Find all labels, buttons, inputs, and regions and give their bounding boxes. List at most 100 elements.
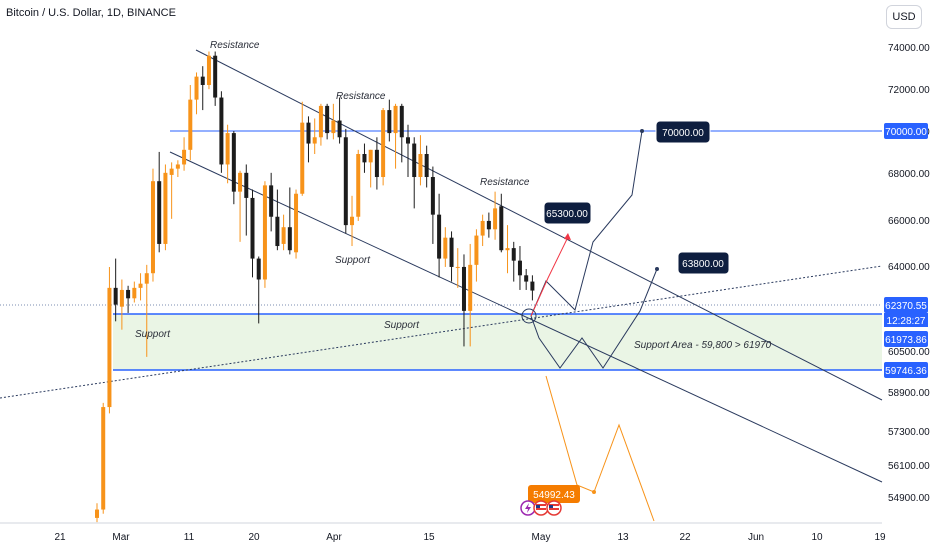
candle-up[interactable] bbox=[95, 509, 99, 518]
candle-up[interactable] bbox=[188, 99, 193, 150]
candle-down[interactable] bbox=[511, 248, 516, 261]
candle-up[interactable] bbox=[493, 208, 498, 230]
pivot-circle bbox=[521, 308, 537, 324]
price-badge-59746-text: 59746.36 bbox=[885, 366, 927, 377]
candle-up[interactable] bbox=[194, 76, 199, 100]
candle-up[interactable] bbox=[505, 248, 510, 251]
candle-down[interactable] bbox=[430, 177, 435, 215]
candle-down[interactable] bbox=[343, 137, 348, 226]
price-axis[interactable]: 74000.00 72000.00 70000.00 68000.00 66000.00… bbox=[888, 43, 930, 504]
candle-up[interactable] bbox=[182, 149, 187, 165]
price-tick-label: 54900.00 bbox=[888, 493, 930, 504]
candle-up[interactable] bbox=[474, 235, 479, 265]
candle-up[interactable] bbox=[206, 55, 211, 85]
candle-down[interactable] bbox=[399, 105, 404, 138]
candle-down[interactable] bbox=[486, 220, 491, 230]
candle-up[interactable] bbox=[132, 287, 137, 299]
candle-down[interactable] bbox=[306, 122, 311, 144]
candle-up[interactable] bbox=[356, 154, 361, 217]
candle-up[interactable] bbox=[318, 105, 323, 138]
descending-trendline-lower bbox=[169, 151, 883, 483]
candle-up[interactable] bbox=[150, 181, 155, 274]
candle-down[interactable] bbox=[113, 287, 118, 305]
candle-down[interactable] bbox=[412, 143, 417, 178]
event-icons[interactable] bbox=[520, 500, 562, 516]
candle-down[interactable] bbox=[524, 275, 529, 282]
support-label-1: Support bbox=[135, 329, 171, 340]
candle-up[interactable] bbox=[393, 105, 398, 134]
currency-button[interactable]: USD bbox=[886, 5, 922, 29]
candle-up[interactable] bbox=[144, 273, 149, 284]
descending-trendline-upper bbox=[195, 49, 883, 401]
candle-down[interactable] bbox=[250, 197, 255, 259]
candle-up[interactable] bbox=[119, 289, 124, 307]
candle-up[interactable] bbox=[443, 237, 448, 259]
candle-up[interactable] bbox=[138, 283, 143, 288]
candle-up[interactable] bbox=[468, 264, 473, 311]
candle-down[interactable] bbox=[362, 154, 367, 163]
candle-down[interactable] bbox=[213, 55, 218, 98]
candle-down[interactable] bbox=[157, 181, 162, 244]
candle-down[interactable] bbox=[287, 227, 292, 251]
candle-up[interactable] bbox=[175, 164, 180, 169]
candle-up[interactable] bbox=[238, 172, 243, 192]
candle-up[interactable] bbox=[368, 149, 373, 163]
time-axis[interactable]: 21 Mar 11 20 Apr 15 May 13 22 Jun 10 19 bbox=[54, 532, 886, 543]
candle-up[interactable] bbox=[169, 168, 174, 175]
candle-down[interactable] bbox=[325, 105, 330, 134]
candle-up[interactable] bbox=[163, 172, 168, 244]
candle-down[interactable] bbox=[374, 149, 379, 178]
chart-title: Bitcoin / U.S. Dollar, 1D, BINANCE bbox=[6, 7, 176, 19]
candle-down[interactable] bbox=[530, 281, 535, 291]
candle-up[interactable] bbox=[312, 137, 317, 144]
candle-down[interactable] bbox=[231, 133, 236, 192]
candle-down[interactable] bbox=[387, 110, 392, 134]
time-tick-label: May bbox=[532, 532, 551, 543]
candle-up[interactable] bbox=[418, 154, 423, 178]
candles-group bbox=[95, 51, 535, 523]
candle-up[interactable] bbox=[455, 266, 460, 268]
candle-up[interactable] bbox=[281, 227, 286, 244]
candle-down[interactable] bbox=[499, 206, 504, 251]
candle-down[interactable] bbox=[275, 216, 280, 247]
candle-down[interactable] bbox=[406, 137, 410, 144]
time-tick-label: 10 bbox=[811, 532, 823, 543]
candle-up[interactable] bbox=[107, 287, 112, 408]
resistance-label-1: Resistance bbox=[210, 40, 260, 51]
candle-down[interactable] bbox=[219, 97, 224, 165]
resistance-label-3: Resistance bbox=[480, 177, 530, 188]
candle-down[interactable] bbox=[424, 154, 429, 178]
candle-down[interactable] bbox=[449, 237, 454, 267]
candle-up[interactable] bbox=[350, 216, 355, 226]
target-badge-65300-text: 65300.00 bbox=[546, 209, 588, 220]
candle-down[interactable] bbox=[269, 185, 274, 217]
candle-up[interactable] bbox=[300, 122, 305, 194]
support-area-label: Support Area - 59,800 > 61970 bbox=[634, 340, 772, 351]
candle-down[interactable] bbox=[461, 266, 466, 311]
candle-down[interactable] bbox=[244, 172, 249, 198]
price-tick-label: 57300.00 bbox=[888, 427, 930, 438]
candle-up[interactable] bbox=[381, 110, 386, 178]
candle-up[interactable] bbox=[480, 220, 485, 236]
time-tick-label: 11 bbox=[184, 532, 195, 543]
candle-up[interactable] bbox=[262, 185, 267, 280]
price-badge-61973-text: 61973.86 bbox=[885, 335, 927, 346]
price-tick-label: 64000.00 bbox=[888, 262, 930, 273]
time-tick-label: 13 bbox=[617, 532, 629, 543]
candle-down[interactable] bbox=[256, 258, 261, 280]
candle-up[interactable] bbox=[331, 120, 336, 134]
candle-down[interactable] bbox=[517, 260, 522, 276]
candle-up[interactable] bbox=[294, 193, 299, 253]
countdown-badge-text: 12:28:27 bbox=[887, 316, 926, 327]
candle-up[interactable] bbox=[225, 133, 230, 165]
candle-down[interactable] bbox=[337, 120, 342, 138]
candle-up[interactable] bbox=[101, 407, 106, 510]
countdown-badge bbox=[884, 313, 928, 327]
target-badge-70000-text: 70000.00 bbox=[662, 128, 704, 139]
candle-down[interactable] bbox=[126, 289, 131, 299]
time-tick-label: 20 bbox=[248, 532, 260, 543]
candle-down[interactable] bbox=[437, 214, 442, 259]
time-tick-label: 19 bbox=[874, 532, 886, 543]
candle-down[interactable] bbox=[200, 76, 205, 85]
